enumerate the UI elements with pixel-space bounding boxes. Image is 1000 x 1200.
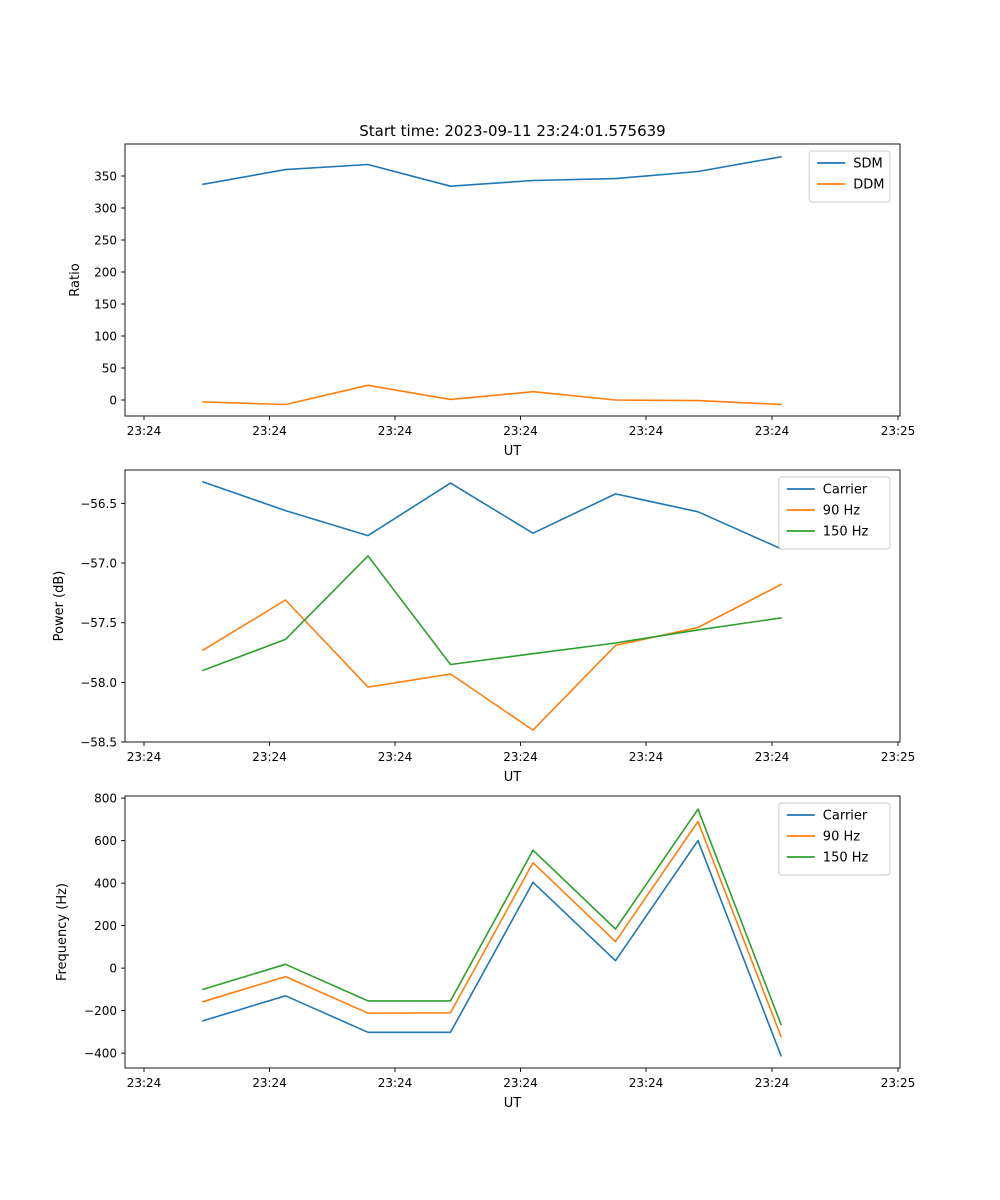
y-tick-label: 200: [94, 266, 117, 280]
legend-label: DDM: [853, 178, 884, 193]
chart-panel-1: 23:24 23:24 23:24 23:24 23:24 23:24 23:25 0 50 10…: [68, 143, 916, 459]
y-tick-label: 300: [94, 202, 117, 216]
y-tick-label: −57.0: [80, 557, 117, 571]
y-tick-label: 0: [109, 962, 117, 976]
series-line-sdm: [202, 155, 782, 187]
y-tick-label: −58.0: [80, 676, 117, 690]
y-axis-label: Ratio: [68, 263, 83, 296]
x-tick-label: 23:24: [629, 1076, 664, 1090]
x-tick-label: 23:24: [629, 424, 664, 438]
x-tick-label: 23:24: [252, 750, 287, 764]
y-tick-label: 250: [94, 234, 117, 248]
series-line-150-hz: [201, 555, 782, 672]
x-tick-label: 23:24: [755, 1076, 790, 1090]
x-tick-label: 23:24: [252, 1076, 287, 1090]
y-tick-label: −400: [84, 1047, 117, 1061]
x-tick-label: 23:24: [503, 424, 538, 438]
legend: Carrier 90 Hz 150 Hz: [778, 476, 891, 550]
x-tick-label: 23:24: [127, 1076, 162, 1090]
x-tick-label: 23:24: [503, 750, 538, 764]
legend-label: 90 Hz: [823, 830, 860, 845]
x-tick-label: 23:24: [755, 424, 790, 438]
x-tick-label: 23:24: [629, 750, 664, 764]
y-tick-label: 50: [102, 362, 117, 376]
y-tick-label: −200: [84, 1004, 117, 1018]
y-tick-label: −56.5: [80, 497, 117, 511]
y-tick-label: 350: [94, 170, 117, 184]
figure-title: Start time: 2023-09-11 23:24:01.575639: [359, 122, 665, 140]
y-tick-label: 600: [94, 834, 117, 848]
x-tick-label: 23:24: [378, 424, 413, 438]
y-tick-label: 200: [94, 919, 117, 933]
x-axis-label: UT: [504, 1096, 522, 1111]
legend: Carrier 90 Hz 150 Hz: [778, 802, 891, 876]
x-tick-label: 23:24: [755, 750, 790, 764]
x-tick-label: 23:25: [881, 1076, 916, 1090]
legend-label: Carrier: [823, 809, 868, 824]
x-axis-label: UT: [504, 770, 522, 785]
legend-label: 150 Hz: [823, 525, 869, 540]
legend-label: 90 Hz: [823, 504, 860, 519]
y-axis-label: Frequency (Hz): [55, 883, 70, 981]
legend-label: SDM: [853, 157, 882, 172]
x-tick-label: 23:24: [378, 1076, 413, 1090]
axes-frame: [124, 469, 901, 743]
y-tick-label: −57.5: [80, 616, 117, 630]
y-tick-label: 150: [94, 298, 117, 312]
y-tick-label: 400: [94, 877, 117, 891]
legend: SDM DDM: [808, 150, 891, 203]
x-tick-label: 23:24: [378, 750, 413, 764]
series-line-90-hz: [201, 583, 783, 731]
series-line-ddm: [202, 384, 782, 406]
y-tick-label: −58.5: [80, 736, 117, 750]
x-tick-label: 23:24: [503, 1076, 538, 1090]
series-line-150-hz: [202, 808, 783, 1026]
axes-frame: [124, 795, 901, 1069]
x-tick-label: 23:25: [881, 750, 916, 764]
y-tick-label: 0: [109, 394, 117, 408]
y-tick-label: 100: [94, 330, 117, 344]
series-line-carrier: [202, 839, 783, 1057]
legend-label: Carrier: [823, 483, 868, 498]
axes-frame: [124, 143, 901, 417]
x-tick-label: 23:24: [127, 424, 162, 438]
series-line-carrier: [201, 480, 783, 550]
y-axis-label: Power (dB): [52, 571, 67, 642]
chart-panel-3: 23:24 23:24 23:24 23:24 23:24 23:24 23:25 −400 −…: [55, 792, 915, 1111]
chart-panel-2: 23:24 23:24 23:24 23:24 23:24 23:24 23:25 −58.5…: [52, 469, 916, 785]
x-tick-label: 23:24: [127, 750, 162, 764]
series-line-90-hz: [202, 820, 783, 1038]
legend-label: 150 Hz: [823, 851, 869, 866]
x-axis-label: UT: [504, 444, 522, 459]
x-tick-label: 23:24: [252, 424, 287, 438]
y-tick-label: 800: [94, 792, 117, 806]
x-tick-label: 23:25: [881, 424, 916, 438]
